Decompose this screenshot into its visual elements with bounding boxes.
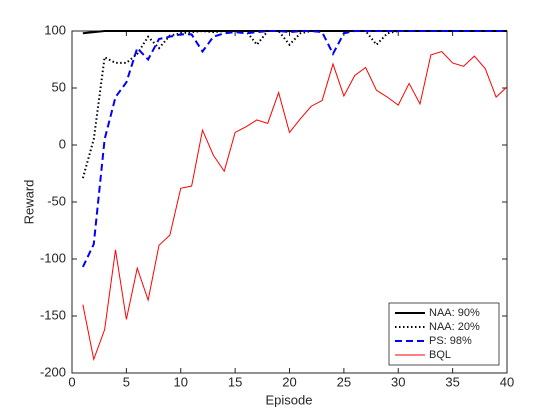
x-tick-label: 35 [445, 374, 459, 389]
y-tick-label: -150 [40, 307, 66, 322]
legend: NAA: 90% NAA: 20% PS: 98% BQL [388, 302, 500, 366]
x-tick-label: 20 [282, 374, 296, 389]
y-tick-label: -50 [47, 193, 66, 208]
y-tick-label: 0 [59, 136, 66, 151]
y-tick-label: -100 [40, 250, 66, 265]
x-tick-label: 40 [500, 374, 514, 389]
x-tick-label: 15 [228, 374, 242, 389]
y-tick-label: -200 [40, 364, 66, 379]
x-tick-label: 10 [174, 374, 188, 389]
y-tick-label: 50 [52, 79, 66, 94]
legend-label: NAA: 20% [429, 321, 480, 333]
x-tick-label: 5 [123, 374, 130, 389]
series-line [82, 50, 508, 362]
x-tick-label: 25 [337, 374, 351, 389]
x-tick-label: 0 [68, 374, 75, 389]
legend-label: NAA: 90% [429, 307, 480, 319]
y-axis-label: Reward [21, 180, 36, 225]
legend-label: PS: 98% [429, 335, 472, 347]
x-tick-label: 30 [391, 374, 405, 389]
x-axis-label: Episode [266, 392, 313, 407]
series-line [81, 30, 507, 268]
y-tick-label: 100 [44, 22, 66, 37]
legend-label: BQL [429, 349, 451, 361]
